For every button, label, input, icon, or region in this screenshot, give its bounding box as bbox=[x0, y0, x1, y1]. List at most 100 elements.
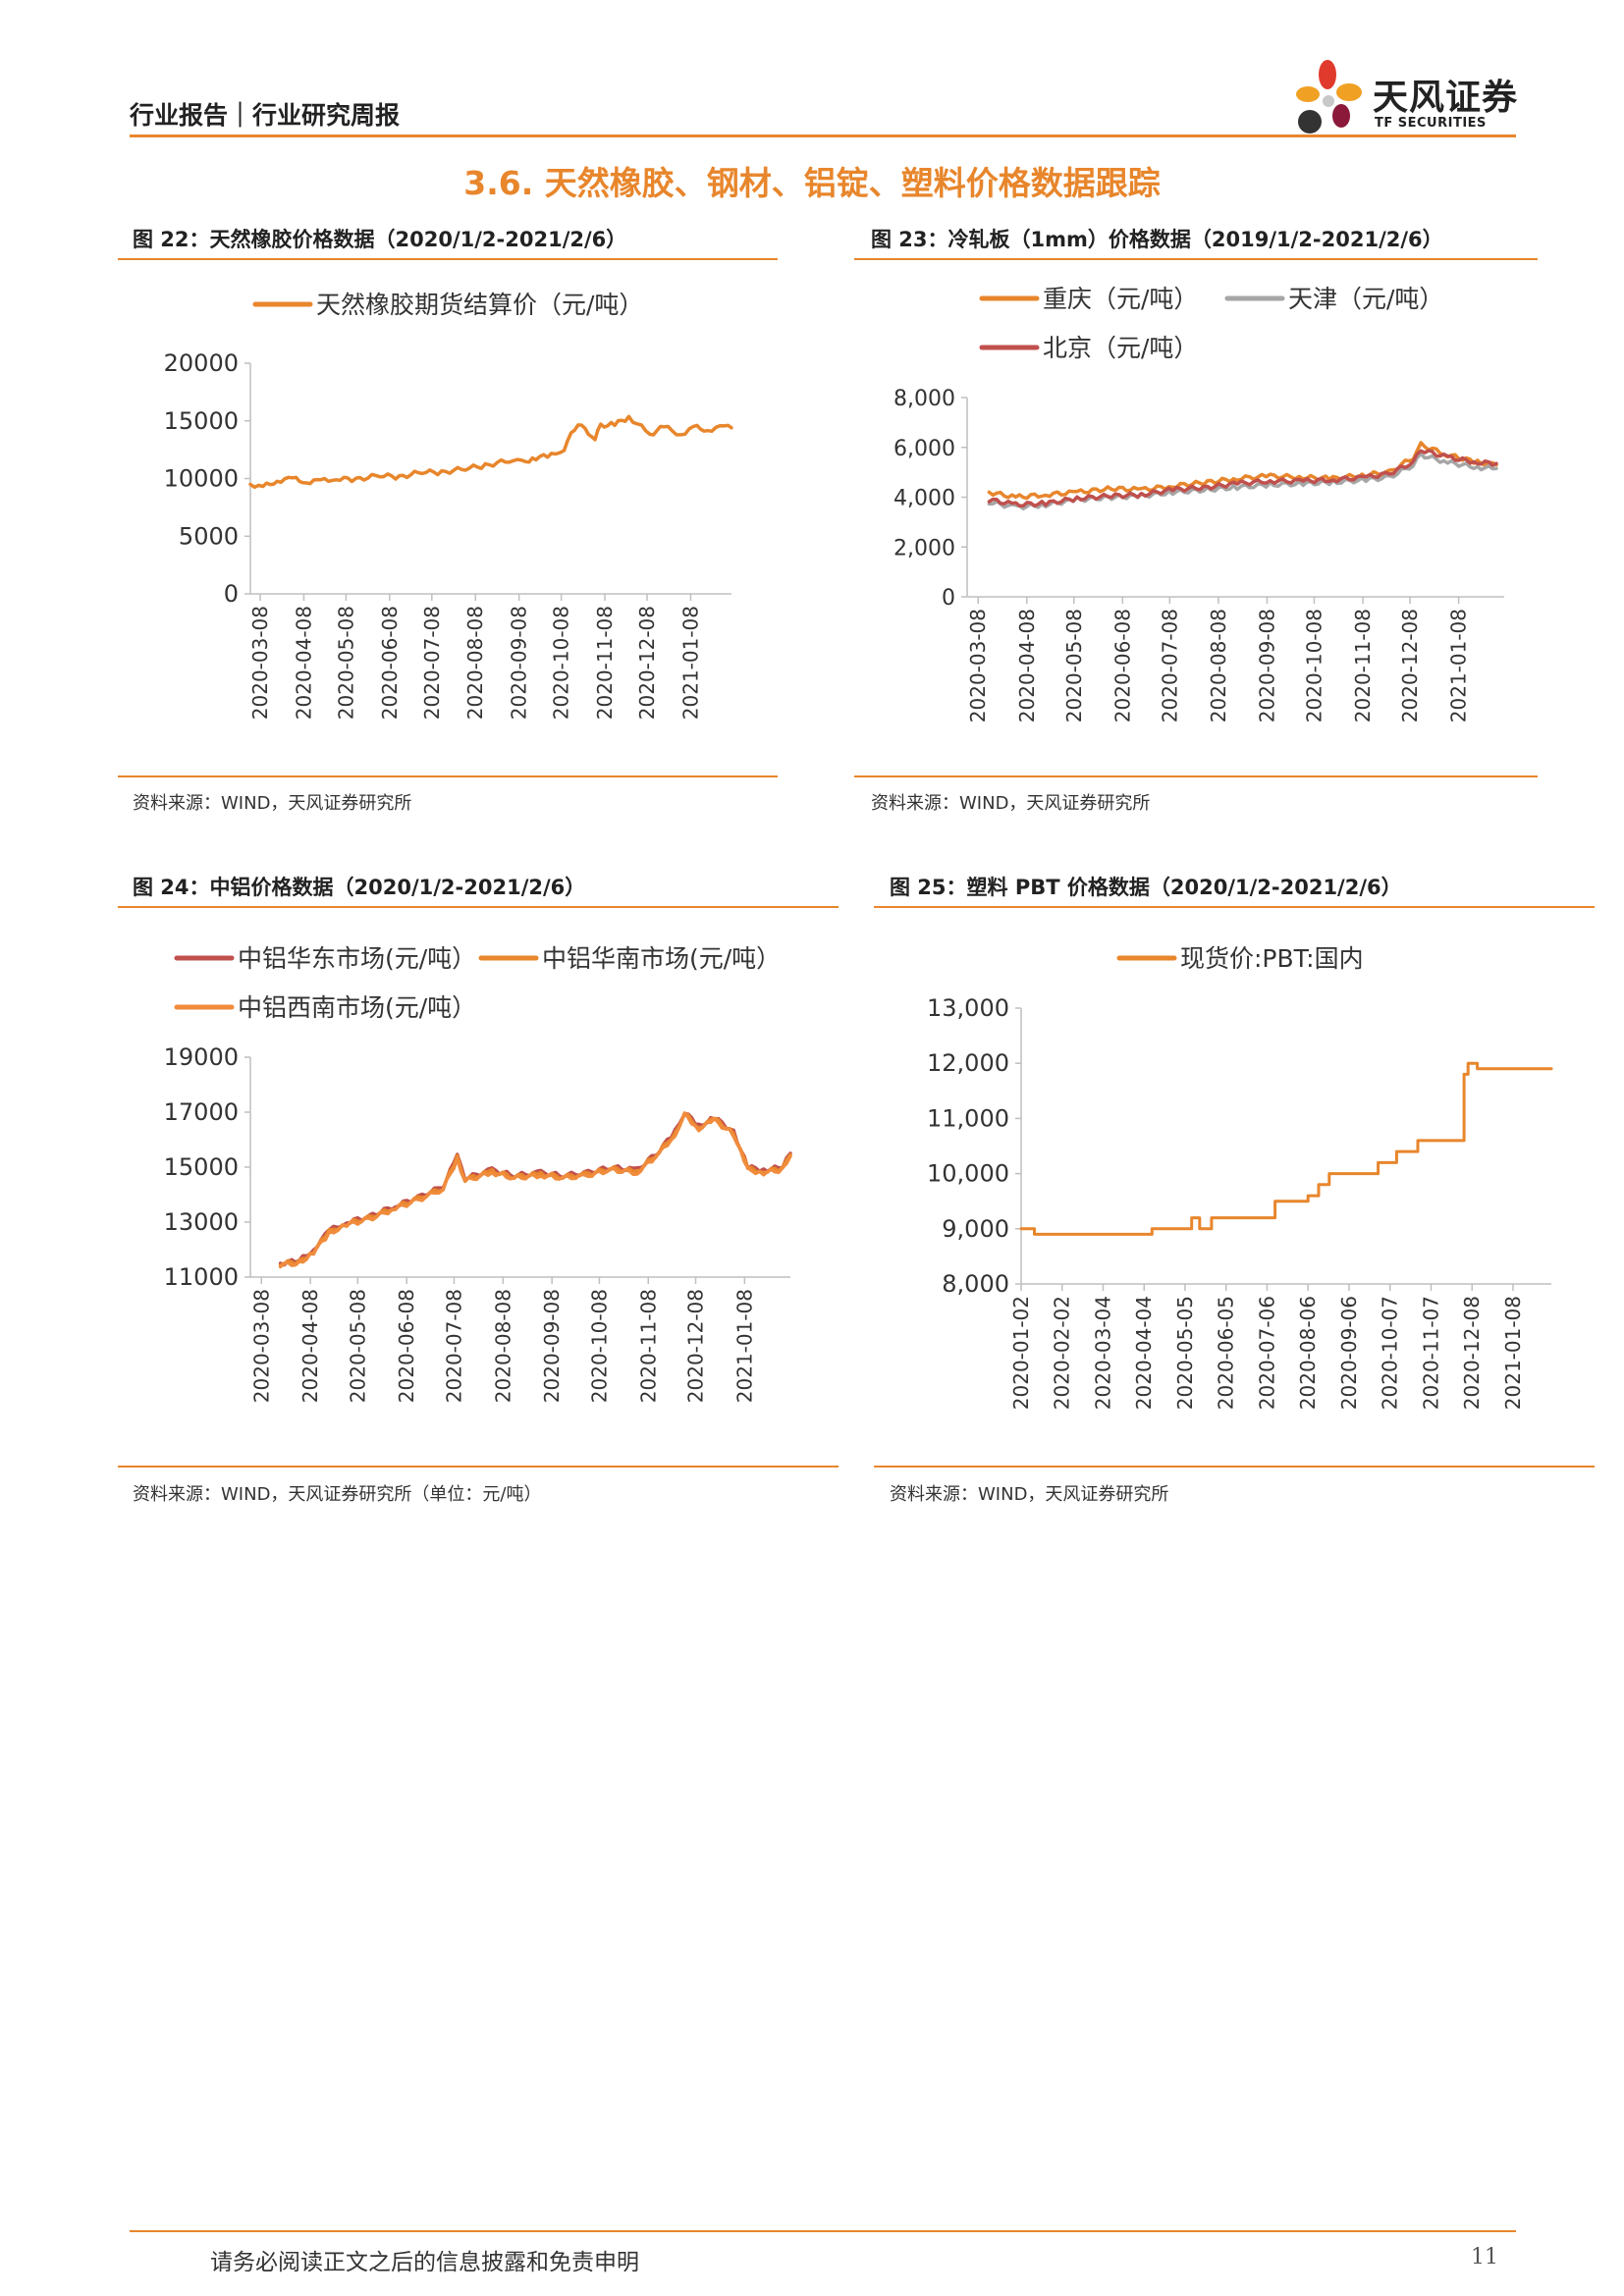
y-tick-label: 17000 bbox=[164, 1098, 239, 1126]
x-tick-label: 2020-11-08 bbox=[1351, 609, 1375, 722]
logo-name-en: TF SECURITIES bbox=[1375, 116, 1487, 131]
x-tick-label: 2020-03-08 bbox=[248, 606, 272, 720]
x-tick-label: 2020-09-08 bbox=[1255, 609, 1278, 722]
logo-petal bbox=[1332, 104, 1350, 128]
header-rule bbox=[130, 134, 1516, 137]
fig25-bottom-rule bbox=[874, 1466, 1595, 1468]
x-tick-label: 2020-08-06 bbox=[1296, 1296, 1320, 1410]
x-tick-label: 2020-02-02 bbox=[1051, 1296, 1074, 1410]
x-tick-label: 2021-01-08 bbox=[1501, 1296, 1525, 1410]
y-tick-label: 0 bbox=[942, 586, 955, 611]
company-logo: 天风证券 TF SECURITIES bbox=[1284, 57, 1520, 145]
series-line bbox=[248, 414, 733, 490]
fig25-title: 图 25：塑料 PBT 价格数据（2020/1/2-2021/2/6） bbox=[890, 876, 1402, 899]
y-tick-label: 5000 bbox=[179, 522, 239, 550]
series-line bbox=[278, 1111, 792, 1267]
legend-label: 天然橡胶期货结算价（元/吨） bbox=[316, 291, 643, 319]
logo-name-cn: 天风证券 bbox=[1373, 78, 1519, 118]
y-tick-label: 13000 bbox=[164, 1208, 239, 1236]
x-tick-label: 2020-04-08 bbox=[1015, 609, 1039, 722]
legend-label: 中铝西南市场(元/吨） bbox=[238, 993, 476, 1022]
legend-label: 天津（元/吨） bbox=[1288, 285, 1443, 313]
y-tick-label: 15000 bbox=[164, 407, 239, 435]
series-line bbox=[278, 1112, 792, 1267]
series-line bbox=[278, 1111, 792, 1269]
x-tick-label: 2020-08-08 bbox=[463, 606, 487, 720]
fig23-chart: 0 2,000 4,000 6,000 8,000 2020-03-08 2020-04-0… bbox=[893, 285, 1504, 722]
x-tick-label: 2020-06-08 bbox=[1110, 609, 1134, 722]
x-tick-label: 2020-03-08 bbox=[249, 1289, 273, 1403]
x-tick-label: 2021-01-08 bbox=[732, 1289, 756, 1403]
y-tick-label: 10,000 bbox=[927, 1160, 1009, 1188]
legend-label: 现货价:PBT:国内 bbox=[1180, 944, 1364, 973]
y-tick-label: 0 bbox=[224, 580, 239, 608]
footer-rule bbox=[130, 2230, 1516, 2232]
series-line bbox=[1019, 1061, 1553, 1236]
x-tick-label: 2021-01-08 bbox=[1447, 609, 1471, 722]
x-tick-label: 2020-04-08 bbox=[298, 1289, 322, 1403]
y-tick-label: 10000 bbox=[164, 465, 239, 493]
legend-label: 北京（元/吨） bbox=[1043, 334, 1198, 362]
y-tick-label: 4,000 bbox=[893, 487, 955, 511]
y-tick-label: 8,000 bbox=[942, 1270, 1009, 1298]
x-tick-label: 2020-08-08 bbox=[1207, 609, 1230, 722]
x-tick-label: 2020-10-07 bbox=[1379, 1296, 1402, 1410]
x-tick-label: 2020-05-08 bbox=[334, 606, 357, 720]
x-tick-label: 2020-05-08 bbox=[1062, 609, 1086, 722]
y-tick-label: 20000 bbox=[164, 349, 239, 377]
y-tick-label: 12,000 bbox=[927, 1049, 1009, 1077]
x-tick-label: 2020-07-06 bbox=[1255, 1296, 1278, 1410]
x-tick-label: 2020-04-08 bbox=[292, 606, 315, 720]
x-tick-label: 2020-11-08 bbox=[593, 606, 617, 720]
fig22-top-rule bbox=[118, 258, 778, 260]
y-tick-label: 15000 bbox=[164, 1153, 239, 1181]
fig23-title: 图 23：冷轧板（1mm）价格数据（2019/1/2-2021/2/6） bbox=[871, 228, 1443, 251]
y-tick-label: 8,000 bbox=[893, 387, 955, 411]
x-tick-label: 2021-01-08 bbox=[678, 606, 702, 720]
fig24-title: 图 24：中铝价格数据（2020/1/2-2021/2/6） bbox=[133, 876, 586, 899]
y-tick-label: 2,000 bbox=[893, 536, 955, 561]
x-tick-label: 2020-07-08 bbox=[420, 606, 444, 720]
fig24-bottom-rule bbox=[118, 1466, 839, 1468]
x-tick-label: 2020-10-08 bbox=[550, 606, 573, 720]
report-header: 行业报告｜行业研究周报 bbox=[130, 101, 401, 130]
legend-label: 重庆（元/吨） bbox=[1043, 285, 1198, 313]
x-tick-label: 2020-06-05 bbox=[1215, 1296, 1238, 1410]
x-tick-label: 2020-07-08 bbox=[1158, 609, 1181, 722]
logo-petal bbox=[1336, 83, 1362, 101]
fig22-source: 资料来源：WIND，天风证券研究所 bbox=[133, 793, 412, 814]
x-tick-label: 2020-05-05 bbox=[1173, 1296, 1197, 1410]
x-tick-label: 2020-04-04 bbox=[1132, 1296, 1156, 1410]
x-tick-label: 2020-12-08 bbox=[684, 1289, 708, 1403]
x-tick-label: 2020-01-02 bbox=[1009, 1296, 1033, 1410]
fig22-chart: 0 5000 10000 15000 20000 2020-03-08 2020-04-08… bbox=[164, 291, 733, 720]
x-tick-label: 2020-06-08 bbox=[378, 606, 402, 720]
x-tick-label: 2020-07-08 bbox=[442, 1289, 465, 1403]
x-tick-label: 2020-06-08 bbox=[395, 1289, 418, 1403]
fig23-source: 资料来源：WIND，天风证券研究所 bbox=[871, 793, 1151, 814]
fig22-title: 图 22：天然橡胶价格数据（2020/1/2-2021/2/6） bbox=[133, 228, 627, 251]
legend-label: 中铝华南市场(元/吨） bbox=[542, 944, 781, 973]
logo-petal bbox=[1298, 110, 1322, 133]
x-tick-label: 2020-10-08 bbox=[587, 1289, 611, 1403]
disclaimer-text: 请务必阅读正文之后的信息披露和免责申明 bbox=[210, 2250, 639, 2275]
series-line bbox=[987, 449, 1498, 508]
y-tick-label: 13,000 bbox=[927, 994, 1009, 1022]
logo-petal bbox=[1319, 60, 1336, 89]
fig23-bottom-rule bbox=[854, 775, 1538, 777]
legend-label: 中铝华东市场(元/吨） bbox=[238, 944, 476, 973]
x-tick-label: 2020-09-08 bbox=[508, 606, 531, 720]
fig24-source: 资料来源：WIND，天风证券研究所（单位：元/吨） bbox=[133, 1484, 542, 1505]
section-title: 3.6. 天然橡胶、钢材、铝锭、塑料价格数据跟踪 bbox=[463, 164, 1161, 202]
x-tick-label: 2020-03-08 bbox=[966, 609, 990, 722]
x-tick-label: 2020-03-04 bbox=[1091, 1296, 1114, 1410]
fig23-top-rule bbox=[854, 258, 1538, 260]
x-tick-label: 2020-12-08 bbox=[635, 606, 659, 720]
logo-center bbox=[1323, 95, 1334, 107]
y-tick-label: 11,000 bbox=[927, 1104, 1009, 1132]
fig22-bottom-rule bbox=[118, 775, 778, 777]
x-tick-label: 2020-09-06 bbox=[1337, 1296, 1361, 1410]
y-tick-label: 19000 bbox=[164, 1043, 239, 1071]
x-tick-label: 2020-11-08 bbox=[636, 1289, 660, 1403]
x-tick-label: 2020-12-08 bbox=[1460, 1296, 1484, 1410]
